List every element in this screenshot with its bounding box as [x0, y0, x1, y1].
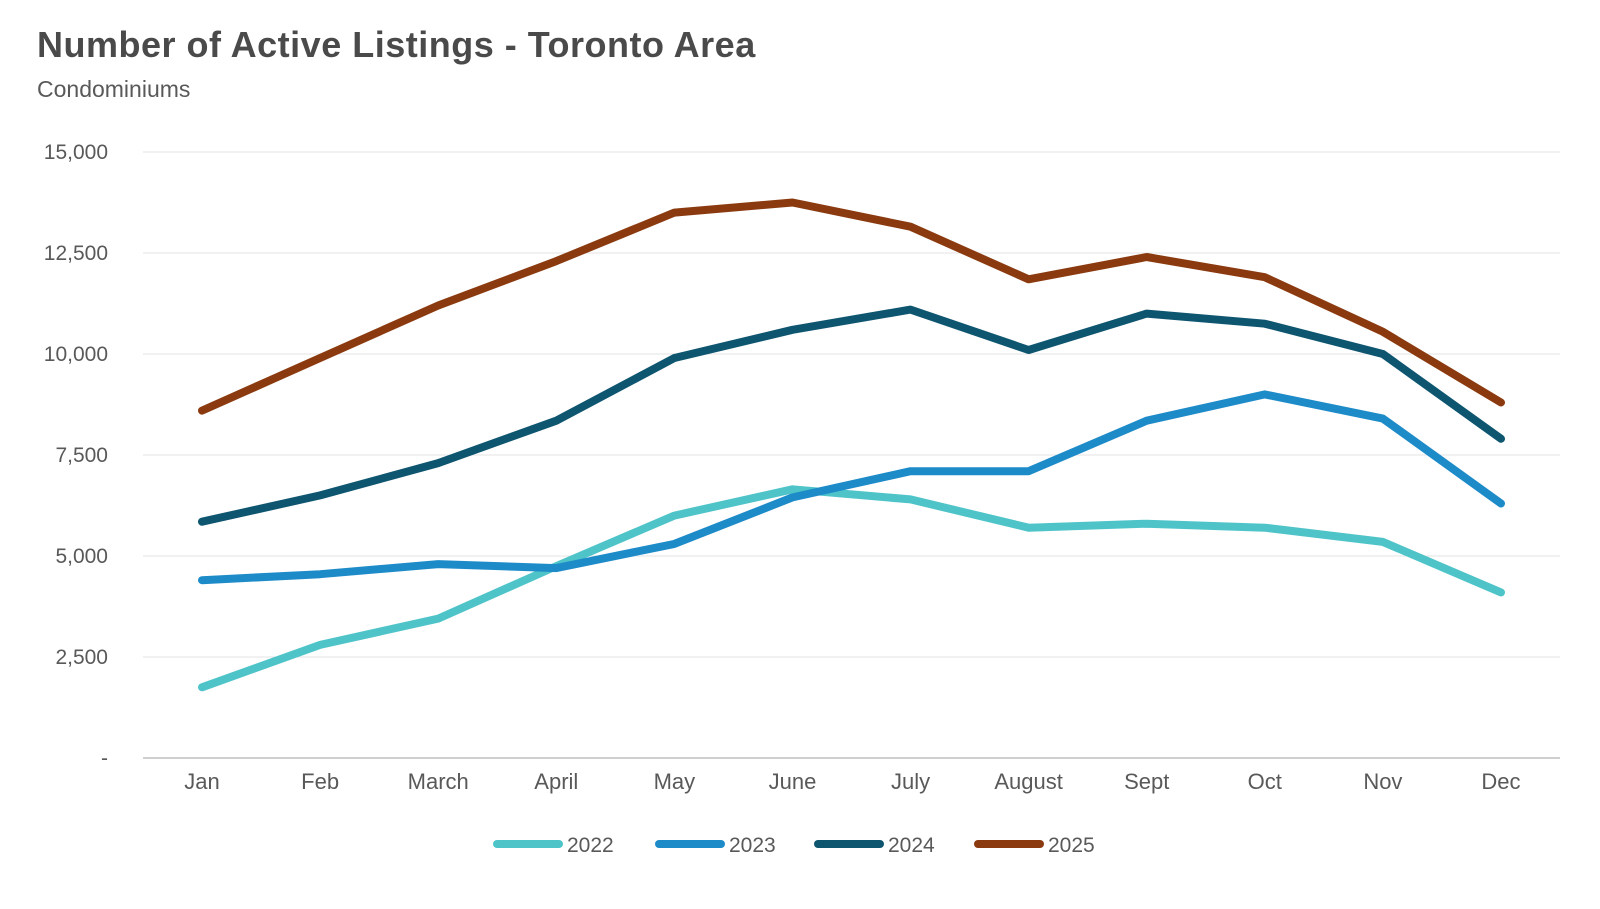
- x-axis-label: Feb: [301, 769, 339, 794]
- x-axis-label: March: [408, 769, 469, 794]
- legend-item-2025: 2025: [974, 834, 1095, 857]
- x-axis-labels: Jan Feb March April May June July August Sept Oct…: [184, 769, 1520, 794]
- chart-subtitle: Condominiums: [37, 76, 191, 102]
- x-axis-label: June: [769, 769, 817, 794]
- chart-legend: 2022 2023 2024 2025: [493, 834, 1095, 857]
- series-line-2024: [198, 305, 1505, 526]
- x-axis-label: Nov: [1363, 769, 1402, 794]
- x-axis-label: August: [994, 769, 1063, 794]
- y-axis-tick-label: 12,500: [44, 242, 108, 265]
- y-axis-tick-label: 2,500: [55, 646, 108, 669]
- y-axis-tick-label: -: [101, 747, 108, 770]
- series-line-2025: [198, 198, 1505, 415]
- legend-label-2024: 2024: [888, 834, 935, 857]
- y-axis-tick-label: 10,000: [44, 343, 108, 366]
- y-gridlines: [143, 151, 1560, 759]
- legend-item-2022: 2022: [493, 834, 614, 857]
- x-axis-label: Dec: [1481, 769, 1520, 794]
- legend-label-2025: 2025: [1048, 834, 1095, 857]
- y-axis-tick-label: 7,500: [55, 444, 108, 467]
- legend-item-2023: 2023: [655, 834, 776, 857]
- series-line-2023: [198, 390, 1505, 585]
- y-axis-tick-label: 15,000: [44, 141, 108, 164]
- chart-title: Number of Active Listings - Toronto Area: [37, 24, 756, 65]
- x-axis-label: Jan: [184, 769, 219, 794]
- y-axis-labels: - 2,500 5,000 7,500 10,000 12,500 15,000: [44, 141, 108, 770]
- legend-item-2024: 2024: [814, 834, 935, 857]
- y-axis-tick-label: 5,000: [55, 545, 108, 568]
- x-axis-label: July: [891, 769, 930, 794]
- x-axis-label: May: [654, 769, 696, 794]
- legend-label-2022: 2022: [567, 834, 614, 857]
- x-axis-label: Sept: [1124, 769, 1169, 794]
- legend-label-2023: 2023: [729, 834, 776, 857]
- series-line-2022: [198, 485, 1505, 692]
- x-axis-label: April: [534, 769, 578, 794]
- x-axis-label: Oct: [1248, 769, 1282, 794]
